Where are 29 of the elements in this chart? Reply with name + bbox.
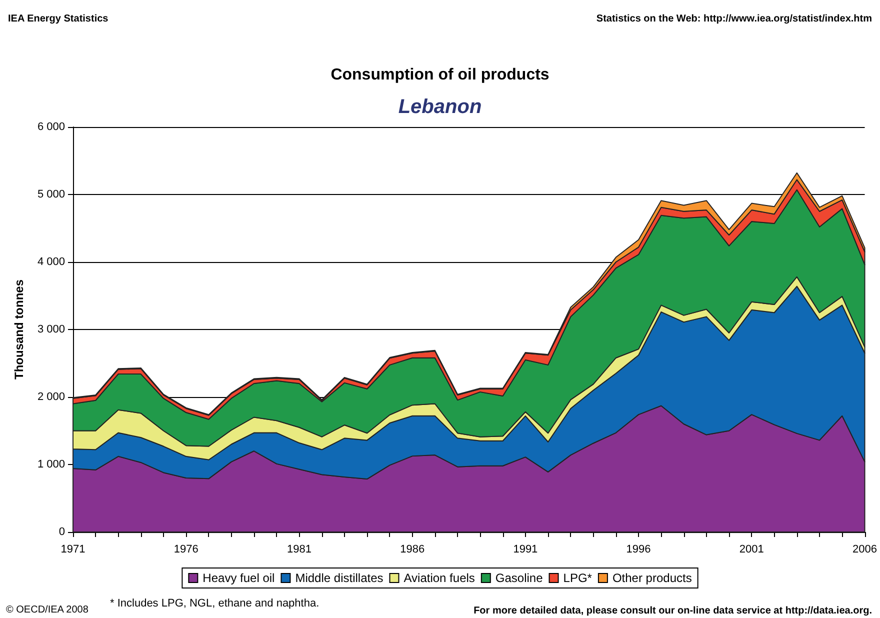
legend-label: Other products xyxy=(612,571,692,585)
x-tick-label: 1981 xyxy=(286,544,312,556)
x-tick-label: 1991 xyxy=(513,544,538,556)
legend-label: LPG* xyxy=(563,571,592,585)
y-tick-label: 5 000 xyxy=(37,188,65,200)
y-tick-label: 6 000 xyxy=(37,121,65,133)
text: Statistics on the Web: http://www.iea.org/statist/index.htm xyxy=(596,14,872,24)
x-tick-label: 1986 xyxy=(400,544,425,556)
y-tick-label: 4 000 xyxy=(37,256,65,268)
legend-label: Heavy fuel oil xyxy=(202,571,275,585)
chart-title: Consumption of oil products xyxy=(330,66,550,84)
y-tick-label: 0 xyxy=(58,526,65,538)
y-tick-label: 3 000 xyxy=(37,324,65,336)
y-tick-label: 2 000 xyxy=(37,391,65,403)
y-axis-title: Thousand tonnes xyxy=(12,279,26,380)
text: IEA Energy Statistics xyxy=(8,14,109,24)
text: * Includes LPG, NGL, ethane and naphtha. xyxy=(110,598,320,610)
text: © OECD/IEA 2008 xyxy=(6,604,89,616)
x-tick-label: 2006 xyxy=(852,544,878,556)
y-tick-label: 1 000 xyxy=(37,458,65,470)
x-tick-label: 1976 xyxy=(174,544,198,556)
text: For more detailed data, please consult our on-line data service at http://data.iea.org. xyxy=(474,606,872,616)
legend-label: Gasoline xyxy=(495,571,544,585)
legend-label: Aviation fuels xyxy=(404,571,475,585)
legend-label: Middle distillates xyxy=(295,571,384,585)
x-tick-label: 2001 xyxy=(739,544,764,556)
x-tick-label: 1971 xyxy=(60,544,86,556)
x-tick-label: 1996 xyxy=(626,544,651,556)
chart-subtitle: Lebanon xyxy=(398,96,482,118)
